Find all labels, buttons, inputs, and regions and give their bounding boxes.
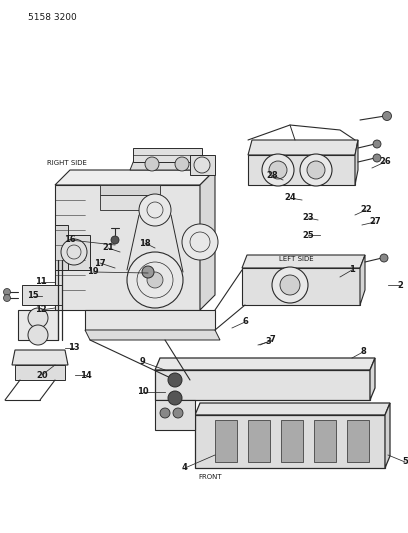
Text: 28: 28 <box>266 171 278 180</box>
Circle shape <box>262 154 294 186</box>
Text: 11: 11 <box>35 278 47 287</box>
Text: 26: 26 <box>379 157 391 166</box>
Circle shape <box>300 154 332 186</box>
Circle shape <box>373 154 381 162</box>
Circle shape <box>269 161 287 179</box>
Text: 25: 25 <box>302 230 314 239</box>
Polygon shape <box>242 268 360 305</box>
Polygon shape <box>385 403 390 468</box>
Polygon shape <box>248 420 270 462</box>
Text: 4: 4 <box>182 464 188 472</box>
Text: 1: 1 <box>349 265 355 274</box>
Polygon shape <box>22 285 62 305</box>
Polygon shape <box>55 225 68 270</box>
Circle shape <box>173 408 183 418</box>
Polygon shape <box>370 358 375 400</box>
Circle shape <box>142 266 154 278</box>
Polygon shape <box>248 155 355 185</box>
Circle shape <box>28 308 48 328</box>
Circle shape <box>272 267 308 303</box>
Polygon shape <box>242 255 365 268</box>
Polygon shape <box>155 400 195 430</box>
Circle shape <box>4 288 11 295</box>
Polygon shape <box>55 170 215 185</box>
Polygon shape <box>347 420 369 462</box>
Polygon shape <box>130 160 204 170</box>
Polygon shape <box>248 140 358 155</box>
Polygon shape <box>18 310 58 340</box>
Polygon shape <box>155 370 370 400</box>
Circle shape <box>147 272 163 288</box>
Polygon shape <box>195 403 390 415</box>
Polygon shape <box>281 420 303 462</box>
Text: 5: 5 <box>402 457 408 466</box>
Polygon shape <box>85 330 220 340</box>
Polygon shape <box>155 358 375 370</box>
Text: 7: 7 <box>269 335 275 344</box>
Circle shape <box>380 254 388 262</box>
Polygon shape <box>215 420 237 462</box>
Text: 15: 15 <box>27 292 39 301</box>
Circle shape <box>28 325 48 345</box>
Text: RIGHT SIDE: RIGHT SIDE <box>47 159 87 166</box>
Polygon shape <box>314 420 336 462</box>
Text: 19: 19 <box>87 268 99 277</box>
Text: 24: 24 <box>284 193 296 203</box>
Circle shape <box>139 194 171 226</box>
Text: 27: 27 <box>369 217 381 227</box>
Text: 9: 9 <box>140 358 146 367</box>
Text: 20: 20 <box>36 370 48 379</box>
Text: 23: 23 <box>302 214 314 222</box>
Circle shape <box>127 252 183 308</box>
Polygon shape <box>133 148 202 162</box>
Text: 13: 13 <box>68 343 80 352</box>
Polygon shape <box>355 140 358 185</box>
Circle shape <box>61 239 87 265</box>
Circle shape <box>4 295 11 302</box>
Text: 18: 18 <box>139 238 151 247</box>
Circle shape <box>175 157 189 171</box>
Circle shape <box>168 391 182 405</box>
Circle shape <box>373 140 381 148</box>
Polygon shape <box>100 195 160 210</box>
Polygon shape <box>12 350 68 365</box>
Polygon shape <box>15 365 65 380</box>
Text: FRONT: FRONT <box>198 474 222 480</box>
Polygon shape <box>190 155 215 175</box>
Text: 3: 3 <box>265 337 271 346</box>
Polygon shape <box>200 170 215 310</box>
Text: 10: 10 <box>137 387 149 397</box>
Polygon shape <box>360 255 365 305</box>
Text: 5158 3200: 5158 3200 <box>28 13 77 22</box>
Text: 2: 2 <box>397 280 403 289</box>
Text: 22: 22 <box>360 206 372 214</box>
Text: 21: 21 <box>102 244 114 253</box>
Circle shape <box>280 275 300 295</box>
Circle shape <box>182 224 218 260</box>
Text: 8: 8 <box>360 348 366 357</box>
Circle shape <box>111 236 119 244</box>
Circle shape <box>383 111 392 120</box>
Polygon shape <box>100 185 160 195</box>
Polygon shape <box>195 415 385 468</box>
Polygon shape <box>55 185 200 310</box>
Polygon shape <box>85 310 215 330</box>
Circle shape <box>145 157 159 171</box>
Polygon shape <box>58 235 90 270</box>
Circle shape <box>168 373 182 387</box>
Text: 16: 16 <box>64 236 76 245</box>
Circle shape <box>194 157 210 173</box>
Text: 14: 14 <box>80 370 92 379</box>
Text: 17: 17 <box>94 259 106 268</box>
Circle shape <box>160 408 170 418</box>
Circle shape <box>307 161 325 179</box>
Text: 12: 12 <box>35 305 47 314</box>
Text: LEFT SIDE: LEFT SIDE <box>279 255 314 262</box>
Text: 6: 6 <box>242 318 248 327</box>
